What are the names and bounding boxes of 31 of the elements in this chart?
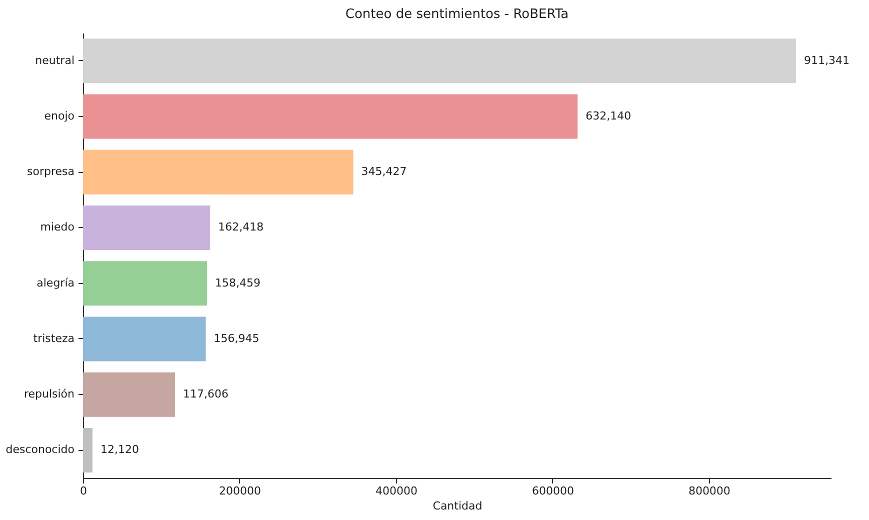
y-tick-label: miedo (40, 220, 75, 234)
x-tick-label: 400000 (375, 484, 418, 498)
y-tick-label: repulsión (24, 388, 75, 401)
x-tick-label: 600000 (532, 484, 574, 498)
bar (83, 38, 796, 84)
bar (83, 428, 92, 472)
data-label: 911,341 (804, 54, 850, 67)
x-axis-title: Cantidad (432, 500, 482, 512)
y-tick-label: enojo (44, 109, 75, 122)
data-label: 345,427 (361, 165, 407, 178)
data-label: 12,120 (100, 443, 139, 456)
bar (83, 372, 176, 417)
y-tick-label: desconocido (6, 443, 75, 456)
y-tick-label: neutral (35, 54, 74, 67)
chart-title: Conteo de sentimientos - RoBERTa (345, 7, 569, 22)
bar (83, 205, 210, 250)
bar (83, 94, 578, 139)
y-tick-label: sorpresa (27, 165, 74, 178)
data-label: 156,945 (214, 332, 260, 345)
bar (83, 261, 207, 306)
data-label: 632,140 (586, 109, 632, 122)
x-tick-label: 200000 (218, 484, 261, 498)
x-tick-label: 800000 (688, 484, 730, 498)
bar (83, 316, 206, 362)
data-label: 162,418 (218, 220, 264, 234)
y-tick-label: tristeza (33, 332, 74, 345)
data-label: 158,459 (214, 276, 260, 290)
y-tick-label: alegría (36, 276, 74, 290)
bar (83, 150, 354, 194)
data-label: 117,606 (183, 388, 229, 401)
x-tick-label: 0 (80, 484, 87, 498)
